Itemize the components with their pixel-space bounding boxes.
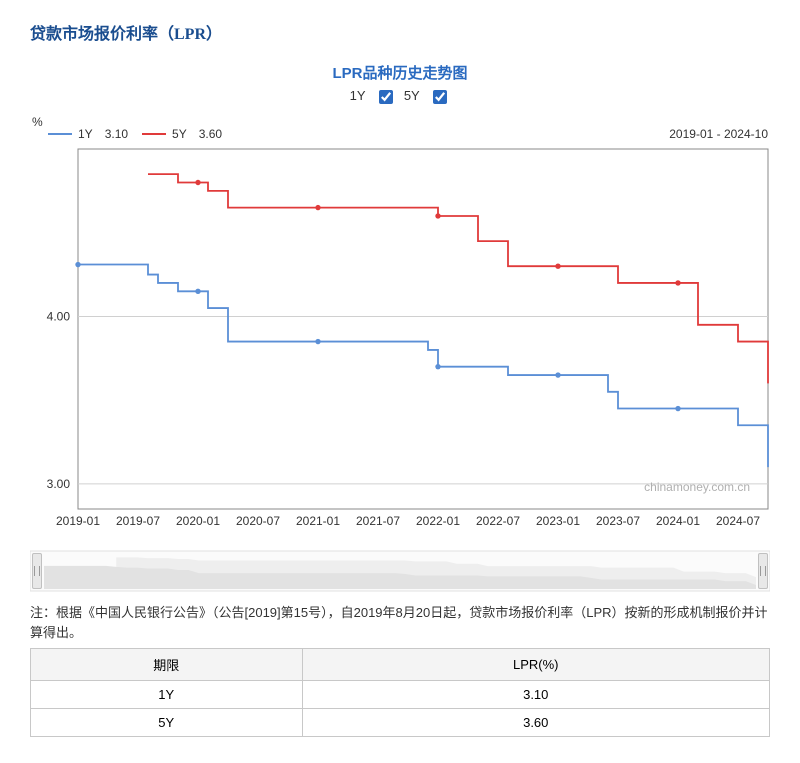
svg-text:2019-07: 2019-07 [116,514,160,528]
svg-text:2023-07: 2023-07 [596,514,640,528]
legend-5y: 5Y 3.60 [142,127,222,141]
label-1y: 1Y [350,88,366,103]
svg-text:2021-01: 2021-01 [296,514,340,528]
table-header: LPR(%) [302,649,770,681]
svg-text:2024-01: 2024-01 [656,514,700,528]
table-cell: 1Y [31,681,303,709]
scrubber-handle-left[interactable] [32,553,42,589]
table-row: 1Y3.10 [31,681,770,709]
date-range-label: 2019-01 - 2024-10 [669,127,768,141]
range-scrubber[interactable] [30,547,770,595]
svg-text:2021-07: 2021-07 [356,514,400,528]
table-cell: 3.10 [302,681,770,709]
legend-1y-name: 1Y [78,127,93,141]
table-cell: 3.60 [302,709,770,737]
legend-line-5y [142,133,166,135]
rate-table: 期限LPR(%) 1Y3.105Y3.60 [30,648,770,737]
table-row: 5Y3.60 [31,709,770,737]
legend-5y-value: 3.60 [199,127,222,141]
svg-text:chinamoney.com.cn: chinamoney.com.cn [644,480,750,494]
svg-text:4.00: 4.00 [47,309,71,323]
series-toggle-row: 1Y 5Y [30,87,770,107]
svg-text:2020-07: 2020-07 [236,514,280,528]
lpr-chart: 3.00 4.00 2019-01 2019-07 2020-01 2020-07 2021… [30,143,770,543]
svg-text:2022-07: 2022-07 [476,514,520,528]
legend-row: 1Y 3.10 5Y 3.60 2019-01 - 2024-10 [30,127,770,143]
legend-line-1y [48,133,72,135]
svg-text:3.00: 3.00 [47,477,71,491]
svg-text:2019-01: 2019-01 [56,514,100,528]
svg-text:2024-07: 2024-07 [716,514,760,528]
legend-1y-value: 3.10 [105,127,128,141]
svg-text:2020-01: 2020-01 [176,514,220,528]
table-header: 期限 [31,649,303,681]
checkbox-5y[interactable] [433,90,447,104]
footnote: 注：根据《中国人民银行公告》（公告[2019]第15号），自2019年8月20日… [30,603,770,642]
label-5y: 5Y [404,88,420,103]
page-title: 贷款市场报价利率（LPR） [30,20,770,44]
checkbox-1y[interactable] [379,90,393,104]
table-cell: 5Y [31,709,303,737]
svg-text:2022-01: 2022-01 [416,514,460,528]
svg-text:2023-01: 2023-01 [536,514,580,528]
chart-title: LPR品种历史走势图 [30,62,770,83]
scrubber-handle-right[interactable] [758,553,768,589]
legend-5y-name: 5Y [172,127,187,141]
legend-1y: 1Y 3.10 [48,127,128,141]
